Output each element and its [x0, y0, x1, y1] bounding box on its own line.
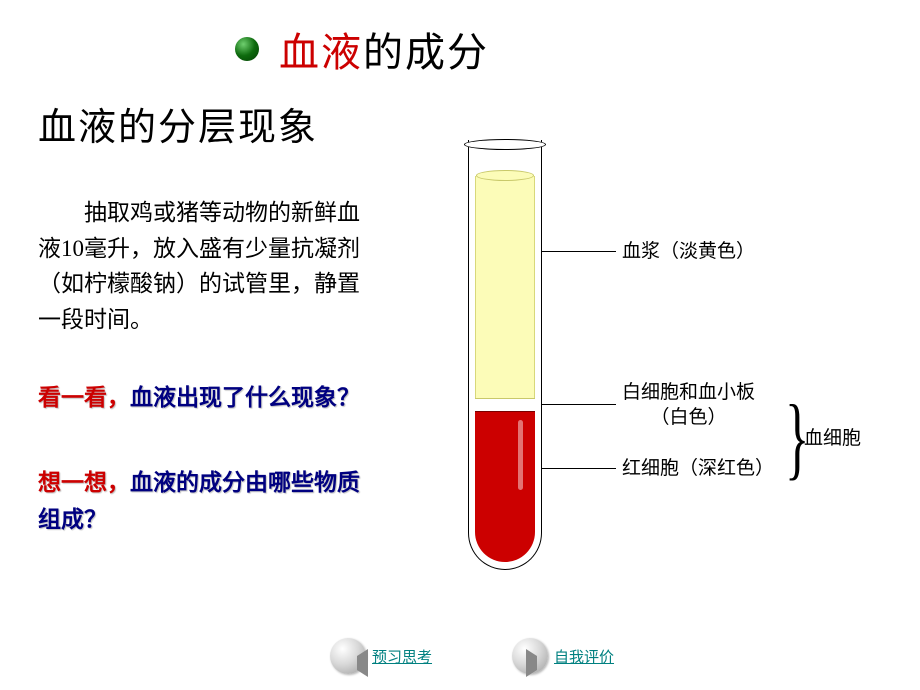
bullet-sphere-icon — [235, 37, 259, 61]
tube-rim — [464, 139, 546, 150]
nav-next[interactable]: 自我评价 — [512, 638, 614, 674]
label-buffy-line2: （白色） — [651, 407, 727, 428]
prev-button-icon[interactable] — [330, 638, 366, 674]
prompt-look: 看一看，血液出现了什么现象？ — [38, 380, 368, 417]
nav-prev-label[interactable]: 预习思考 — [372, 646, 432, 667]
body-paragraph: 抽取鸡或猪等动物的新鲜血液10毫升，放入盛有少量抗凝剂（如柠檬酸钠）的试管里，静… — [38, 195, 368, 338]
slide-title-row: 血液的成分 — [235, 20, 489, 78]
prompt-look-lead: 看一看， — [38, 385, 130, 410]
liquid-meniscus — [476, 170, 534, 181]
slide-subtitle: 血液的分层现象 — [38, 96, 318, 151]
title-emphasis: 血液 — [279, 30, 363, 75]
label-rbc: 红细胞（深红色） — [622, 457, 774, 482]
label-plasma: 血浆（淡黄色） — [622, 240, 755, 265]
prompt-think: 想一想，血液的成分由哪些物质组成？ — [38, 465, 368, 539]
layer-plasma — [475, 176, 535, 400]
pointer-line — [542, 404, 616, 405]
label-buffy: 白细胞和血小板 （白色） — [622, 381, 755, 430]
nav-prev[interactable]: 预习思考 — [330, 638, 432, 674]
pointer-line — [542, 468, 616, 469]
brace-icon: } — [785, 392, 795, 482]
layer-buffy-coat — [475, 398, 535, 412]
next-button-icon[interactable] — [512, 638, 548, 674]
label-buffy-line1: 白细胞和血小板 — [622, 382, 755, 403]
slide-title: 血液的成分 — [279, 20, 489, 78]
layer-red-cells — [475, 412, 535, 562]
prompt-think-lead: 想一想， — [38, 470, 130, 495]
test-tube-diagram — [468, 140, 542, 572]
body-text: 抽取鸡或猪等动物的新鲜血液10毫升，放入盛有少量抗凝剂（如柠檬酸钠）的试管里，静… — [38, 200, 360, 332]
title-suffix: 的成分 — [363, 30, 489, 75]
prompt-look-rest: 血液出现了什么现象？ — [130, 385, 360, 410]
label-blood-cells: 血细胞 — [804, 423, 861, 450]
pointer-line — [542, 251, 616, 252]
nav-next-label[interactable]: 自我评价 — [554, 646, 614, 667]
